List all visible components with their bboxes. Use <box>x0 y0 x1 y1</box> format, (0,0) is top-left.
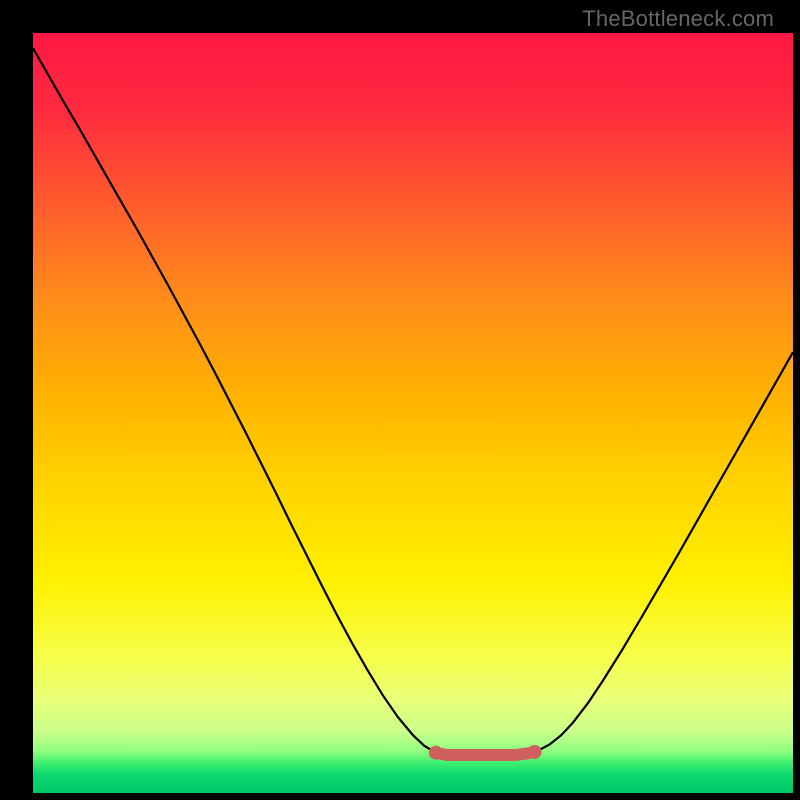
optimal-range-start-dot <box>429 746 443 760</box>
plot-gradient-background <box>33 33 793 793</box>
chart-stage: TheBottleneck.com <box>0 0 800 800</box>
bottleneck-chart <box>0 0 800 800</box>
optimal-range-end-dot <box>528 745 542 759</box>
optimal-range-marker <box>436 752 535 755</box>
attribution-label: TheBottleneck.com <box>582 6 774 32</box>
